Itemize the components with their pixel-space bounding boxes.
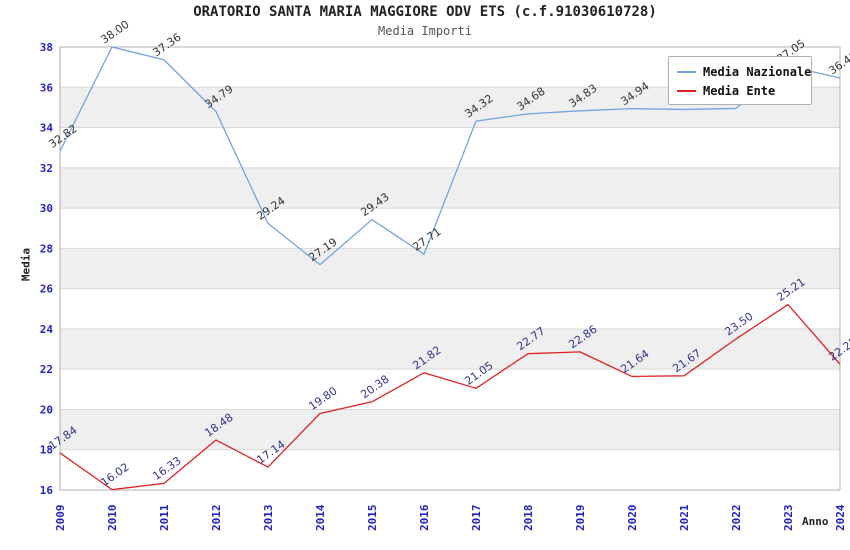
y-tick-label: 34 <box>40 122 54 135</box>
y-tick-label: 28 <box>40 242 53 255</box>
x-tick-label: 2021 <box>678 504 691 531</box>
y-tick-label: 18 <box>40 444 53 457</box>
y-tick-label: 38 <box>40 41 53 54</box>
point-label: 19.80 <box>306 384 339 413</box>
point-label: 16.02 <box>98 460 131 489</box>
chart-title: ORATORIO SANTA MARIA MAGGIORE ODV ETS (c… <box>193 4 657 20</box>
x-tick-label: 2009 <box>54 505 67 532</box>
x-tick-label: 2019 <box>574 505 587 532</box>
y-tick-label: 20 <box>40 403 53 416</box>
x-tick-label: 2014 <box>314 504 327 531</box>
x-tick-label: 2017 <box>470 505 483 532</box>
point-label: 38.00 <box>98 18 131 47</box>
legend-item-media-nazionale: Media Nazionale <box>677 62 811 81</box>
legend-line-swatch-nazionale <box>677 70 696 73</box>
x-tick-label: 2016 <box>418 504 431 531</box>
x-tick-label: 2018 <box>522 505 535 532</box>
x-axis-label: Anno <box>802 515 829 528</box>
y-tick-label: 26 <box>40 283 54 296</box>
x-tick-label: 2022 <box>730 505 743 532</box>
x-tick-label: 2011 <box>158 504 171 531</box>
series-line-ente <box>59 303 841 491</box>
band <box>60 409 840 450</box>
x-tick-label: 2024 <box>834 504 847 531</box>
y-tick-label: 32 <box>40 162 53 175</box>
point-label: 36.46 <box>826 49 850 78</box>
point-label: 20.38 <box>358 373 391 402</box>
y-tick-label: 30 <box>40 202 53 215</box>
x-tick-label: 2015 <box>366 505 379 532</box>
x-tick-label: 2010 <box>106 505 119 532</box>
series-line-nazionale <box>59 46 841 266</box>
y-tick-label: 24 <box>40 323 54 336</box>
legend: Media Nazionale Media Ente <box>668 56 812 105</box>
legend-line-swatch-ente <box>677 89 696 92</box>
y-tick-label: 36 <box>40 81 54 94</box>
legend-item-media-ente: Media Ente <box>677 81 803 100</box>
x-tick-label: 2012 <box>210 505 223 532</box>
point-label: 16.33 <box>150 454 183 483</box>
plot-border <box>59 46 841 491</box>
x-tick-label: 2020 <box>626 505 639 532</box>
y-tick-label: 22 <box>40 363 53 376</box>
y-axis-label: Media <box>19 247 33 282</box>
point-label: 37.36 <box>150 31 183 60</box>
x-tick-label: 2013 <box>262 505 275 532</box>
legend-label-ente: Media Ente <box>703 83 776 98</box>
y-tick-label: 16 <box>40 484 54 497</box>
x-tick-label: 2023 <box>782 505 795 532</box>
band <box>60 248 840 289</box>
chart-subtitle: Media Importi <box>378 24 472 38</box>
band <box>60 328 840 370</box>
legend-label-nazionale: Media Nazionale <box>703 64 812 79</box>
